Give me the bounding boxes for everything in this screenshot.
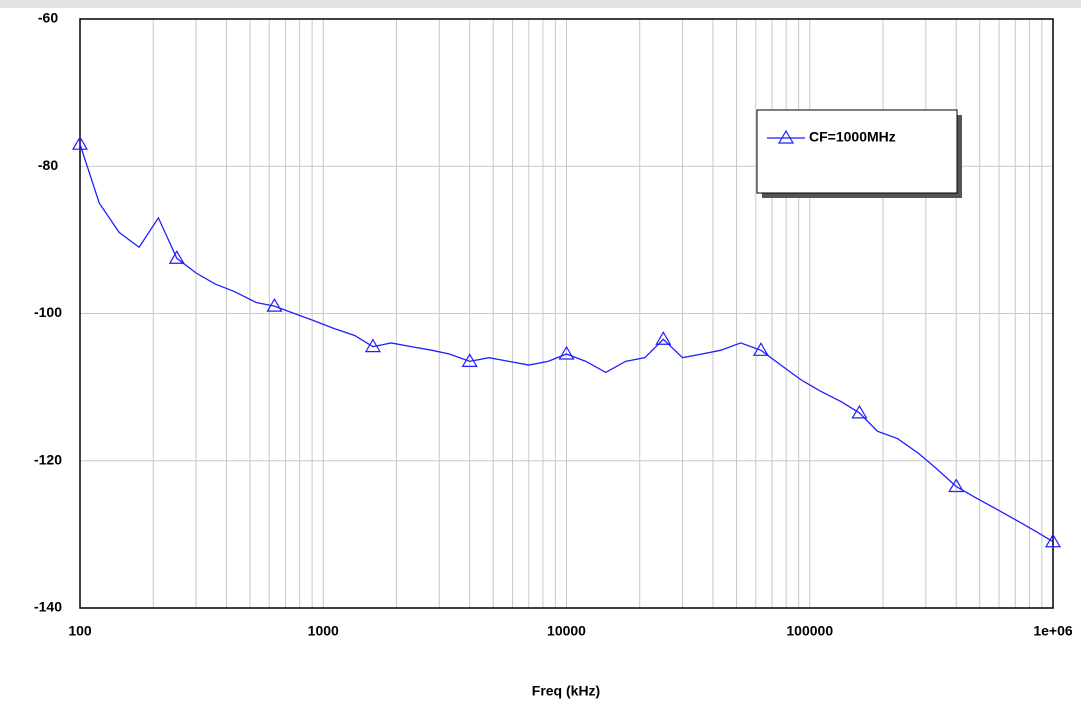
plot-frame: [79, 18, 1054, 609]
x-tick-label: 1000: [308, 623, 339, 639]
y-tick-label: -60: [38, 10, 58, 26]
y-tick-label: -120: [34, 451, 62, 467]
x-tick-label: 10000: [547, 623, 586, 639]
x-tick-label: 100: [68, 623, 92, 639]
marker: [461, 353, 478, 367]
marker: [752, 342, 769, 356]
series-line: [79, 143, 1054, 543]
x-tick-label: 100000: [786, 623, 833, 639]
marker: [266, 297, 283, 312]
y-tick-label: -140: [34, 599, 62, 615]
marker: [71, 135, 89, 150]
marker: [1044, 533, 1062, 548]
legend-label: CF=1000MHz: [809, 129, 896, 145]
legend-marker: [777, 129, 795, 144]
marker: [948, 478, 965, 493]
marker: [558, 345, 575, 360]
top-band: [0, 0, 1081, 8]
x-tick-label: 1e+06: [1033, 623, 1073, 639]
marker: [168, 250, 185, 264]
x-axis-label: Freq (kHz): [532, 683, 600, 699]
marker: [364, 338, 381, 353]
y-tick-label: -100: [34, 304, 62, 320]
marker: [851, 404, 868, 419]
marker: [655, 331, 672, 345]
legend: [756, 109, 958, 194]
y-tick-label: -80: [38, 157, 58, 173]
